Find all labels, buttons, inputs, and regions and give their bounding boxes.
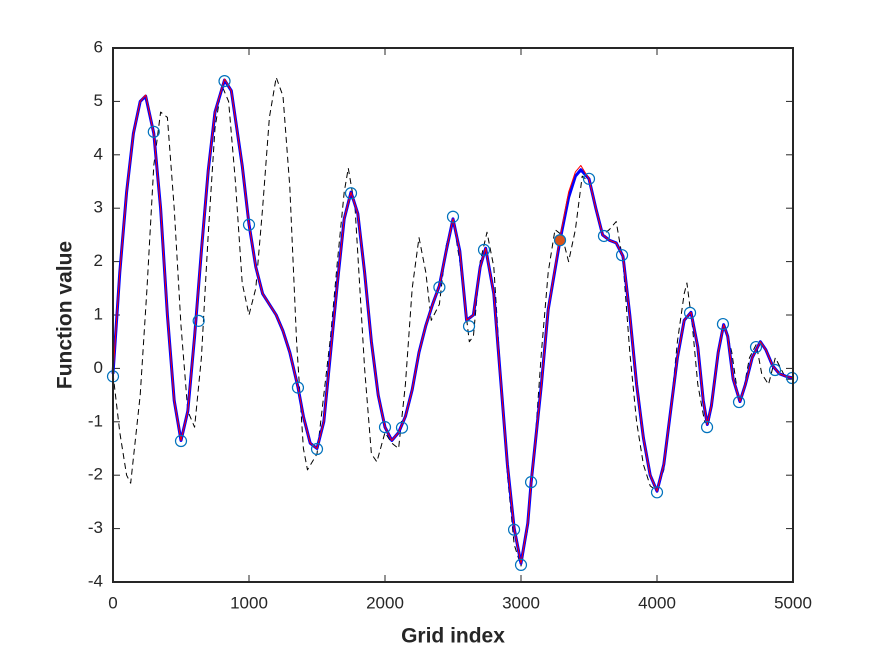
axes-box (112, 47, 794, 583)
y-axis-label: Function value (54, 241, 77, 389)
marker (514, 558, 528, 572)
marker (218, 75, 231, 88)
y-tick-label: 5 (94, 91, 103, 110)
marker (732, 395, 746, 409)
marker (462, 320, 476, 333)
marker (768, 363, 782, 377)
marker (716, 317, 730, 331)
marker (147, 125, 160, 138)
marker (395, 421, 409, 434)
marker (378, 421, 392, 434)
marker (507, 523, 521, 536)
x-tick-label: 5000 (774, 593, 812, 612)
marker (433, 281, 446, 294)
y-tick-label: 4 (94, 144, 103, 163)
y-tick-label: -4 (88, 571, 103, 590)
marker (683, 306, 697, 319)
marker (477, 243, 491, 256)
marker (174, 434, 188, 448)
x-tick-label: 3000 (502, 593, 540, 612)
y-tick-label: -1 (88, 411, 103, 430)
marker (524, 476, 538, 489)
marker (242, 218, 256, 231)
marker (553, 234, 567, 247)
y-tick-label: 1 (94, 304, 103, 323)
marker (650, 486, 664, 499)
x-tick-label: 0 (108, 593, 117, 612)
marker (749, 340, 763, 354)
y-tick-label: 6 (94, 37, 103, 56)
x-tick-label: 2000 (366, 593, 404, 612)
marker (192, 314, 205, 327)
marker (700, 421, 714, 434)
y-tick-label: -2 (88, 465, 103, 484)
marker (582, 172, 596, 185)
plot-area (113, 48, 793, 582)
marker (615, 249, 629, 262)
y-tick-label: 3 (94, 198, 103, 217)
marker (597, 229, 611, 243)
y-tick-label: 2 (94, 251, 103, 270)
marker (291, 381, 305, 394)
x-axis-label: Grid index (401, 625, 505, 648)
marker (446, 210, 460, 223)
marker (310, 442, 324, 456)
y-tick-label: -3 (88, 518, 103, 537)
x-tick-label: 1000 (230, 593, 268, 612)
y-tick-label: 0 (94, 358, 103, 377)
x-tick-label: 4000 (638, 593, 676, 612)
marker (344, 187, 358, 200)
